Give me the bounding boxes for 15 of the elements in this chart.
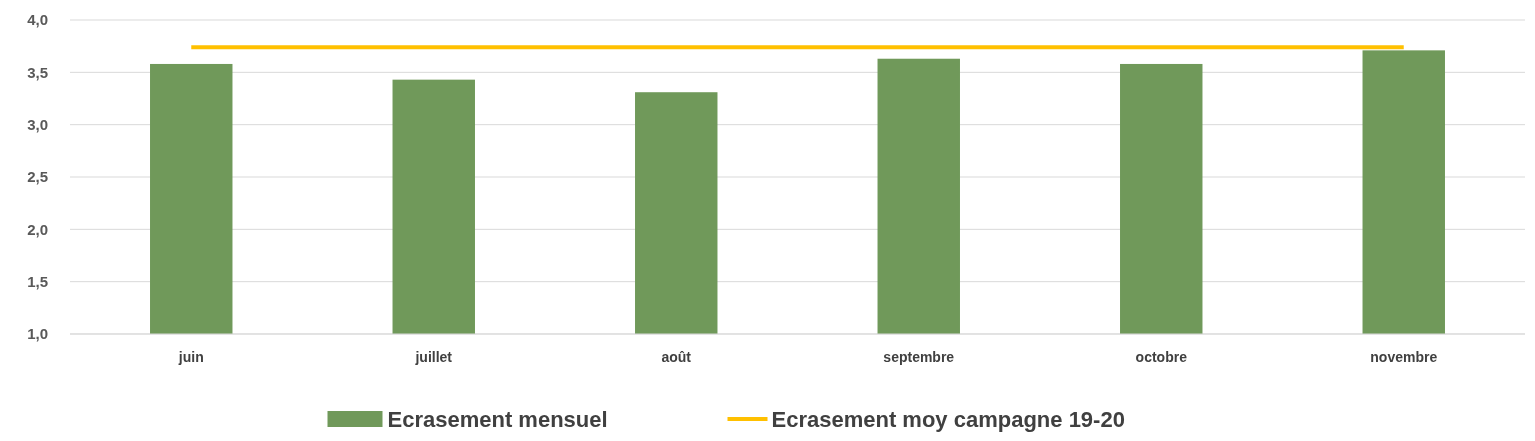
legend-label: Ecrasement moy campagne 19-20: [771, 406, 1125, 432]
x-tick-label: juin: [177, 349, 204, 365]
y-tick-label: 3,5: [27, 63, 48, 81]
y-tick-label: 1,0: [27, 325, 48, 343]
x-tick-label: juillet: [414, 349, 453, 365]
y-tick-label: 3,0: [27, 115, 48, 133]
y-tick-label: 2,0: [27, 220, 48, 238]
x-tick-label: novembre: [1370, 349, 1438, 365]
legend-label: Ecrasement mensuel: [387, 406, 608, 432]
y-tick-label: 2,5: [27, 168, 48, 186]
x-tick-label: octobre: [1135, 349, 1188, 365]
x-tick-label: septembre: [883, 349, 955, 365]
x-tick-label: août: [661, 349, 692, 365]
y-tick-label: 1,5: [27, 272, 48, 290]
y-tick-label: 4,0: [27, 11, 48, 29]
